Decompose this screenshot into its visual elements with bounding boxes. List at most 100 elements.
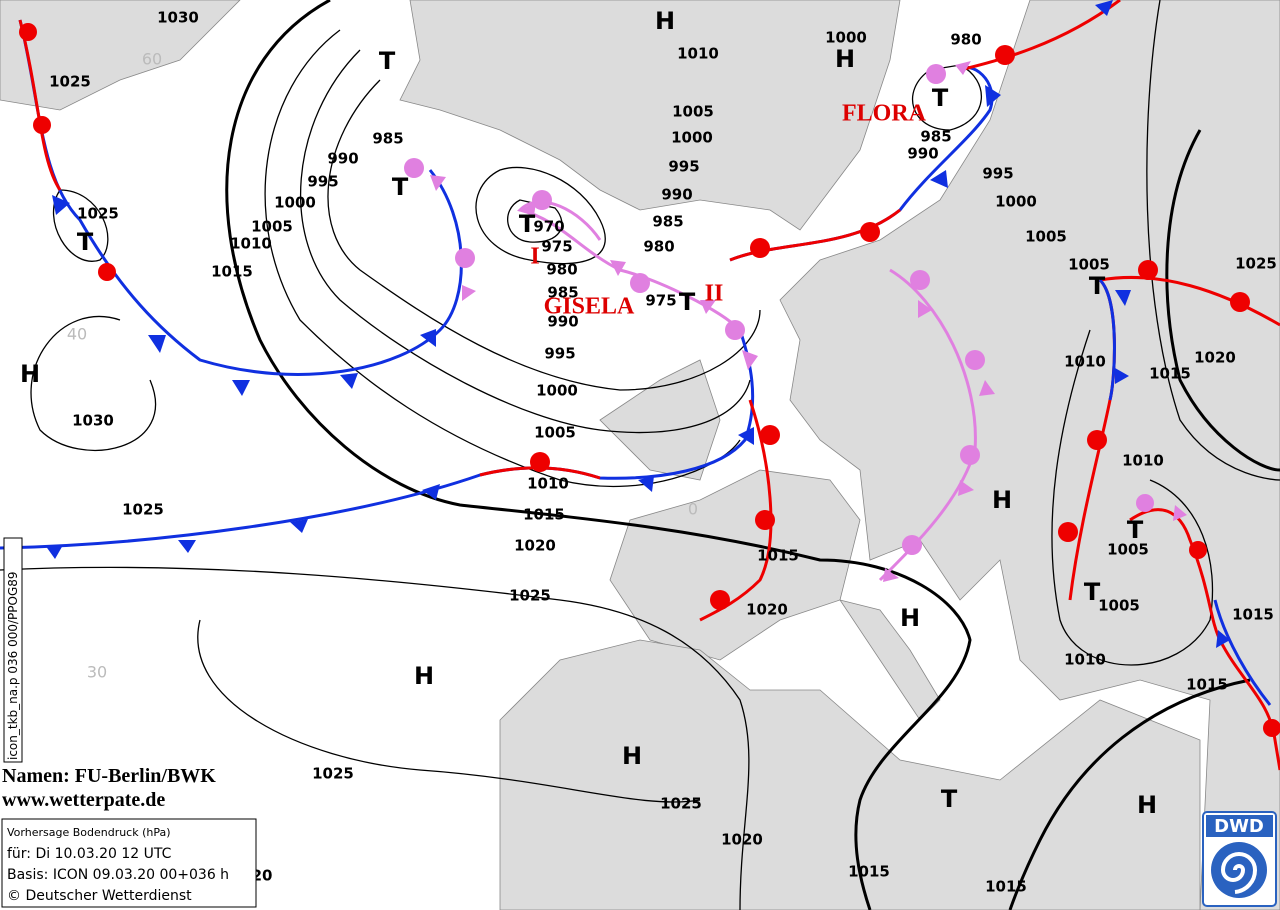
logo-text: DWD xyxy=(1214,816,1264,837)
isobar-label: 1005 xyxy=(534,424,576,442)
isobar-label: 985 xyxy=(372,130,403,148)
isobar-label: 1000 xyxy=(995,193,1037,211)
isobar-label: 1025 xyxy=(122,501,164,519)
isobar-label: 995 xyxy=(982,165,1013,183)
isobar-label: 1025 xyxy=(77,205,119,223)
isobar-label: 985 xyxy=(652,213,683,231)
isobar-label: 1005 xyxy=(1025,228,1067,246)
isobar-label: 1010 xyxy=(677,45,719,63)
pressure-center: H xyxy=(992,486,1012,514)
credit-url: www.wetterpate.de xyxy=(2,789,165,811)
isobar-label: 1015 xyxy=(848,863,890,881)
isobar-label: 975 xyxy=(541,238,572,256)
isobar-label: 1000 xyxy=(671,129,713,147)
storm-name: FLORA xyxy=(842,101,927,127)
isobar-label: 1030 xyxy=(157,9,199,27)
isobar-label: 975 xyxy=(645,292,676,310)
isobar-label: 985 xyxy=(547,284,578,302)
pressure-center: H xyxy=(414,662,434,690)
pressure-center: T xyxy=(1089,272,1106,300)
labels: 1030102510251030102510151010100510009959… xyxy=(20,7,1277,896)
isobar-label: 1000 xyxy=(536,382,578,400)
isobar-label: 1030 xyxy=(72,412,114,430)
isobar-label: 985 xyxy=(920,128,951,146)
isobar-label: 970 xyxy=(533,218,564,236)
pressure-center: T xyxy=(1084,578,1101,606)
pressure-center: H xyxy=(1137,791,1157,819)
isobar-label: 1005 xyxy=(251,218,293,236)
isobar-label: 1020 xyxy=(746,601,788,619)
model-id-box xyxy=(3,537,23,763)
isobar-label: 1020 xyxy=(721,831,763,849)
pressure-center: T xyxy=(77,228,94,256)
info-basis: Basis: ICON 09.03.20 00+036 h xyxy=(7,867,229,883)
isobar-label: 1020 xyxy=(514,537,556,555)
pressure-center: T xyxy=(1127,516,1144,544)
isobar-label: 1015 xyxy=(1186,676,1228,694)
info-valid: für: Di 10.03.20 12 UTC xyxy=(7,846,172,862)
pressure-center: T xyxy=(941,785,958,813)
isobar-label: 980 xyxy=(643,238,674,256)
isobar-label: 1010 xyxy=(1064,651,1106,669)
isobar-label: 1025 xyxy=(1235,255,1277,273)
isobar-label: 1015 xyxy=(523,506,565,524)
isobar-label: 980 xyxy=(950,31,981,49)
isobar-label: 1005 xyxy=(1098,597,1140,615)
isobar-label: 1000 xyxy=(825,29,867,47)
grid-label: 30 xyxy=(87,663,107,682)
pressure-center: T xyxy=(932,84,949,112)
info-title: Vorhersage Bodendruck (hPa) xyxy=(7,826,171,839)
pressure-center: T xyxy=(392,173,409,201)
isobar-label: 1000 xyxy=(274,194,316,212)
isobar-label: 1025 xyxy=(49,73,91,91)
info-box xyxy=(1,818,257,908)
isobar-label: 990 xyxy=(907,145,938,163)
isobar-label: 1010 xyxy=(230,235,272,253)
model-id: icon_tkb_na.p 036 000/PPOG89 xyxy=(6,571,20,760)
grid-label: 0 xyxy=(688,500,698,519)
isobar-label: 1015 xyxy=(1232,606,1274,624)
pressure-center: H xyxy=(622,742,642,770)
pressure-center: H xyxy=(20,360,40,388)
isobar-label: 1025 xyxy=(509,587,551,605)
grid-label: 40 xyxy=(67,325,87,344)
pressure-center: T xyxy=(379,47,396,75)
isobar-label: 1010 xyxy=(527,475,569,493)
isobar-label: 990 xyxy=(661,186,692,204)
pressure-center: H xyxy=(655,7,675,35)
storm-name: II xyxy=(705,281,724,307)
isobar-label: 995 xyxy=(307,173,338,191)
isobar-label: 1005 xyxy=(1107,541,1149,559)
isobar-label: 1005 xyxy=(1068,256,1110,274)
isobar-label: 1025 xyxy=(660,795,702,813)
grid-label: 60 xyxy=(142,50,162,69)
isobar-label: 1015 xyxy=(211,263,253,281)
isobar-label: 990 xyxy=(327,150,358,168)
isobar-label: 990 xyxy=(547,313,578,331)
fronts xyxy=(0,0,1280,771)
isobar-label: 1025 xyxy=(312,765,354,783)
isobar-label: 995 xyxy=(544,345,575,363)
credits-bg xyxy=(0,765,270,817)
pressure-center: H xyxy=(900,604,920,632)
dwd-logo: DWD xyxy=(1202,811,1277,907)
isobar-label: 20 xyxy=(252,867,273,885)
isobar-label: 1005 xyxy=(672,103,714,121)
isobar-label: 1015 xyxy=(985,878,1027,896)
pressure-center: H xyxy=(835,45,855,73)
isobar-label: 995 xyxy=(668,158,699,176)
isobar-label: 980 xyxy=(546,261,577,279)
pressure-center: T xyxy=(519,210,536,238)
isobar-label: 1015 xyxy=(757,547,799,565)
storm-name: I xyxy=(530,244,539,270)
info-copyright: © Deutscher Wetterdienst xyxy=(7,888,192,904)
credit-names: Namen: FU-Berlin/BWK xyxy=(2,765,216,787)
isobar-label: 1010 xyxy=(1064,353,1106,371)
isobar-label: 1015 xyxy=(1149,365,1191,383)
isobar-label: 1010 xyxy=(1122,452,1164,470)
storm-name: GISELA xyxy=(544,294,635,320)
pressure-center: T xyxy=(679,288,696,316)
isobar-label: 1020 xyxy=(1194,349,1236,367)
